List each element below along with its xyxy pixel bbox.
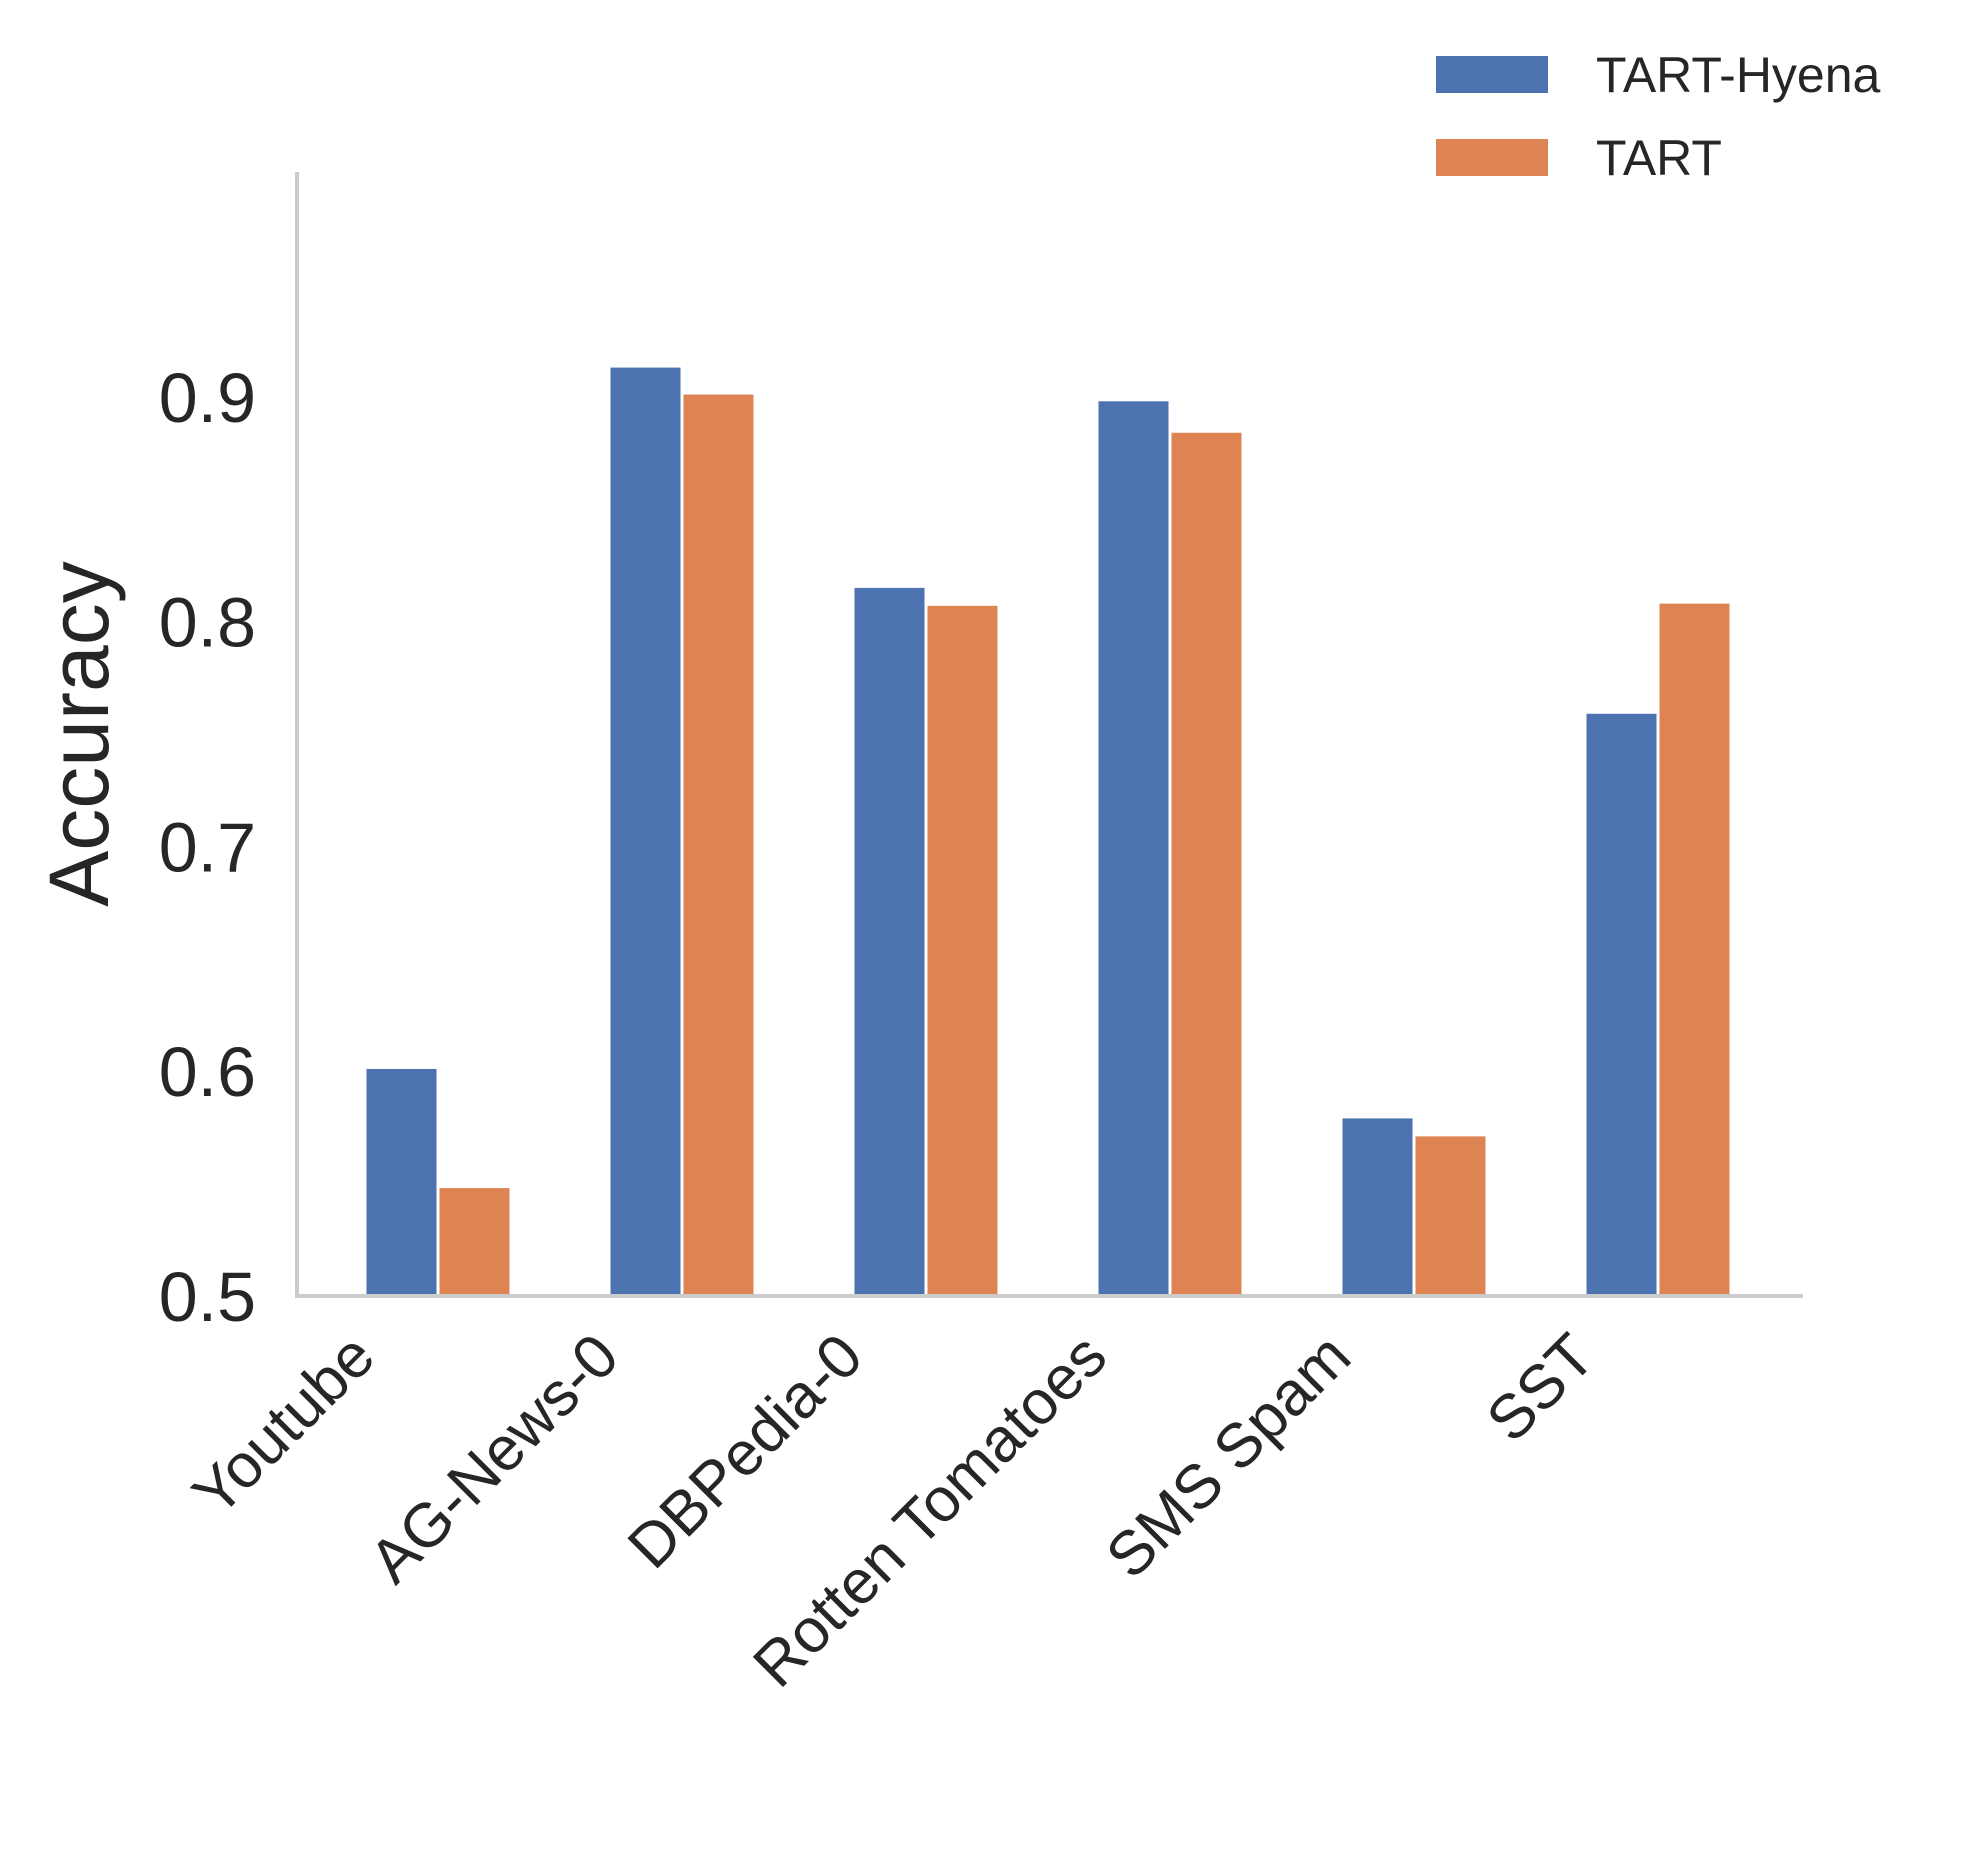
bar-tart-hyena-dbpedia-0 [854, 587, 925, 1296]
bar-tart-sst [1659, 603, 1730, 1296]
y-tick-label: 0.9 [159, 359, 256, 437]
bar-tart-hyena-youtube [366, 1068, 437, 1296]
y-tick-label: 0.8 [159, 584, 256, 662]
legend: TART-Hyena TART [1436, 47, 1881, 186]
legend-label-tart: TART [1596, 130, 1722, 186]
bar-tart-dbpedia-0 [927, 605, 998, 1296]
bar-tart-ag-news-0 [683, 394, 754, 1296]
legend-swatch-tart [1436, 139, 1548, 176]
bar-tart-rotten-tomatoes [1171, 432, 1242, 1296]
y-axis-label: Accuracy [32, 561, 126, 906]
legend-swatch-tart-hyena [1436, 56, 1548, 93]
bar-tart-hyena-ag-news-0 [610, 367, 681, 1296]
bar-tart-hyena-sms-spam [1342, 1118, 1413, 1296]
bar-tart-hyena-rotten-tomatoes [1098, 401, 1169, 1296]
y-tick-label: 0.7 [159, 808, 256, 886]
legend-label-tart-hyena: TART-Hyena [1596, 47, 1881, 103]
y-ticks-group: 0.5 0.6 0.7 0.8 0.9 [159, 359, 256, 1336]
y-tick-label: 0.6 [159, 1033, 256, 1111]
bar-tart-hyena-sst [1586, 713, 1657, 1296]
bar-tart-youtube [439, 1188, 510, 1296]
bar-tart-sms-spam [1415, 1136, 1486, 1296]
y-tick-label: 0.5 [159, 1258, 256, 1336]
bars-group [366, 367, 1730, 1296]
